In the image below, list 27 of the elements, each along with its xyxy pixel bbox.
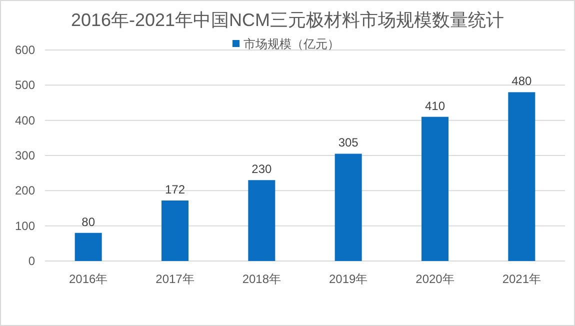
bar [248, 180, 276, 261]
y-tick-label: 500 [14, 78, 36, 92]
y-tick-label: 0 [28, 254, 36, 268]
bar [422, 116, 448, 261]
bar [74, 232, 102, 261]
y-tick-label: 600 [14, 43, 36, 57]
data-label: 80 [82, 214, 96, 229]
bar [334, 154, 362, 261]
x-tick-label: 2020年 [416, 272, 454, 286]
y-tick-label: 300 [14, 148, 36, 162]
data-label: 230 [252, 162, 272, 176]
x-tick-label: 2016年 [68, 272, 108, 286]
bar [162, 200, 188, 261]
data-label: 172 [164, 182, 186, 197]
y-tick-label: 400 [14, 113, 36, 128]
x-tick-label: 2019年 [328, 272, 368, 286]
bar [508, 92, 536, 261]
legend-label: 市场规模（亿元） [244, 37, 340, 51]
y-tick-label: 100 [14, 218, 36, 233]
data-label: 410 [424, 98, 446, 113]
x-tick-label: 2018年 [242, 272, 282, 286]
data-label: 480 [512, 74, 532, 88]
y-tick-label: 200 [14, 184, 36, 198]
x-tick-label: 2017年 [156, 272, 194, 286]
data-label: 305 [338, 136, 359, 150]
x-tick-label: 2021年 [502, 272, 542, 286]
chart-title: 2016年-2021年中国NCM三元极材料市场规模数量统计 [70, 10, 504, 30]
